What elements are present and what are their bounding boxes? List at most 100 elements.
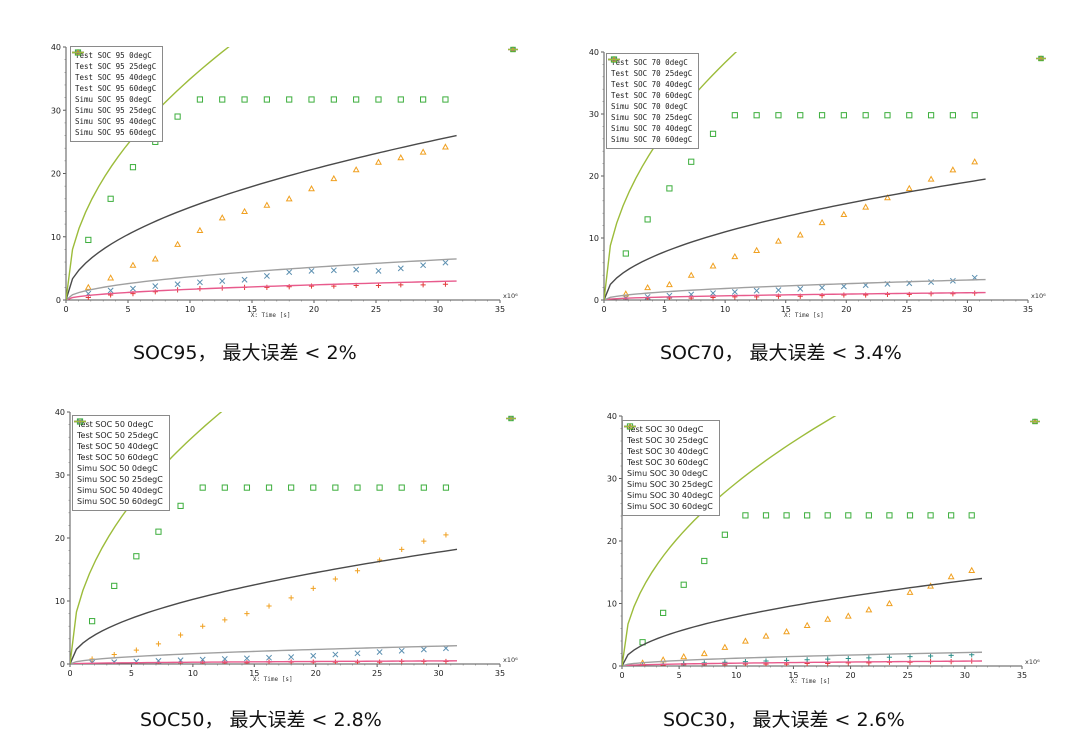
data-point <box>375 96 382 103</box>
x-tick-label: 30 <box>960 671 970 680</box>
chart-panel-soc30: 0 5 10 15 20 25 30 35 0 10 20 30 40 X: Time [s] x10⁶ T… <box>580 410 1070 690</box>
legend-entry: Test SOC 30 25degC <box>627 423 713 446</box>
y-tick-label: 30 <box>589 110 599 119</box>
x-axis-scale-label: x10⁶ <box>503 292 518 300</box>
data-point <box>700 649 708 657</box>
series-line <box>70 660 458 664</box>
data-point <box>818 112 826 119</box>
data-point <box>196 226 204 234</box>
data-point <box>288 595 294 601</box>
legend-symbol <box>72 51 84 54</box>
data-point <box>721 531 728 538</box>
legend-entry: Test SOC 50 60degC <box>76 418 163 463</box>
legend-entry: Simu SOC 30 0degC <box>624 425 713 479</box>
legend-entry: Simu SOC 70 0degC <box>608 58 692 112</box>
data-point <box>845 660 851 666</box>
data-point <box>265 484 273 491</box>
legend-label: Simu SOC 95 40degC <box>75 117 157 126</box>
legend-entry: Simu SOC 95 60degC <box>72 51 156 138</box>
legend-label: Simu SOC 50 0degC <box>77 464 158 473</box>
data-point <box>133 553 140 560</box>
data-point <box>862 203 870 210</box>
data-point <box>948 512 955 519</box>
x-tick-label: 30 <box>962 305 972 314</box>
legend-entry: Simu SOC 50 60degC <box>74 420 163 507</box>
data-point <box>971 112 978 119</box>
x-tick-label: 25 <box>903 671 913 680</box>
data-point <box>906 512 914 519</box>
legend-label: Test SOC 70 40degC <box>611 80 693 89</box>
data-point <box>308 185 315 192</box>
data-point <box>905 184 913 191</box>
data-point <box>107 287 114 294</box>
x-tick-label: 25 <box>372 669 382 678</box>
data-point <box>845 512 852 519</box>
data-point <box>285 195 293 202</box>
data-point <box>841 292 847 298</box>
x-tick-label: 30 <box>433 305 443 314</box>
data-point <box>200 623 206 629</box>
y-tick-label: 40 <box>607 412 617 421</box>
data-point <box>819 284 826 291</box>
data-point <box>196 96 204 103</box>
data-point <box>862 112 869 119</box>
data-point <box>818 218 826 226</box>
legend-label: Simu SOC 95 0degC <box>75 95 152 104</box>
data-point <box>420 282 426 288</box>
caption-soc95: SOC95， 最大误差 < 2% <box>133 342 357 364</box>
data-point <box>660 609 667 616</box>
data-point <box>174 240 182 247</box>
data-point <box>241 207 249 215</box>
x-axis-label: X: Time [s] <box>784 312 824 319</box>
data-point <box>753 112 760 119</box>
data-point <box>775 287 782 294</box>
y-tick-label: 20 <box>55 534 65 543</box>
y-tick-label: 10 <box>55 597 65 606</box>
data-point <box>420 646 427 653</box>
x-tick-label: 30 <box>433 669 443 678</box>
data-point <box>241 276 248 283</box>
data-point <box>308 96 315 103</box>
data-point <box>222 617 228 623</box>
y-tick-label: 10 <box>51 233 61 242</box>
data-point <box>263 96 270 103</box>
data-point <box>680 581 687 588</box>
data-point <box>666 185 673 192</box>
legend-label: Test SOC 95 60degC <box>75 84 157 93</box>
data-point <box>721 643 729 650</box>
legend-entry: Simu SOC 95 40degC <box>72 51 157 127</box>
data-point <box>840 112 847 119</box>
legend-label: Test SOC 95 40degC <box>75 73 157 82</box>
data-point <box>375 158 382 165</box>
legend: Test SOC 50 0degC Test SOC 50 25degC Test … <box>72 415 170 511</box>
data-point <box>622 290 630 297</box>
x-axis-scale-label: x10⁶ <box>1025 658 1040 666</box>
legend-entry: Simu SOC 95 0degC <box>72 51 156 105</box>
legend-entry: Simu SOC 30 25degC <box>624 425 713 490</box>
x-tick-label: 0 <box>67 669 72 678</box>
data-point <box>441 143 449 150</box>
x-tick-label: 10 <box>185 305 195 314</box>
y-tick-label: 0 <box>612 662 617 671</box>
data-point <box>443 532 449 538</box>
data-point <box>398 484 405 491</box>
data-point <box>906 291 912 298</box>
series-line <box>66 280 457 300</box>
legend-entry: Simu SOC 30 60degC <box>624 425 713 512</box>
legend-label: Test SOC 50 25degC <box>77 431 159 440</box>
plot-area: 0 5 10 15 20 25 30 35 0 10 20 30 40 X: Time [s] x10⁶ <box>51 43 518 319</box>
chart-panel-soc50: 0 5 10 15 20 25 30 35 0 10 20 30 40 X: Time [s] x10⁶ T… <box>30 405 540 690</box>
series-line <box>604 52 738 300</box>
y-tick-label: 20 <box>607 537 617 546</box>
data-point <box>111 659 118 664</box>
legend-entry: Test SOC 70 40degC <box>610 55 693 90</box>
data-point <box>263 273 270 279</box>
data-point <box>866 660 872 666</box>
data-point <box>907 654 913 660</box>
data-point <box>927 512 934 519</box>
legend-symbol <box>608 58 620 61</box>
legend-label: Simu SOC 50 60degC <box>77 497 163 506</box>
side-legend-key <box>1036 57 1046 60</box>
data-point <box>825 656 831 662</box>
x-tick-label: 15 <box>781 305 791 314</box>
